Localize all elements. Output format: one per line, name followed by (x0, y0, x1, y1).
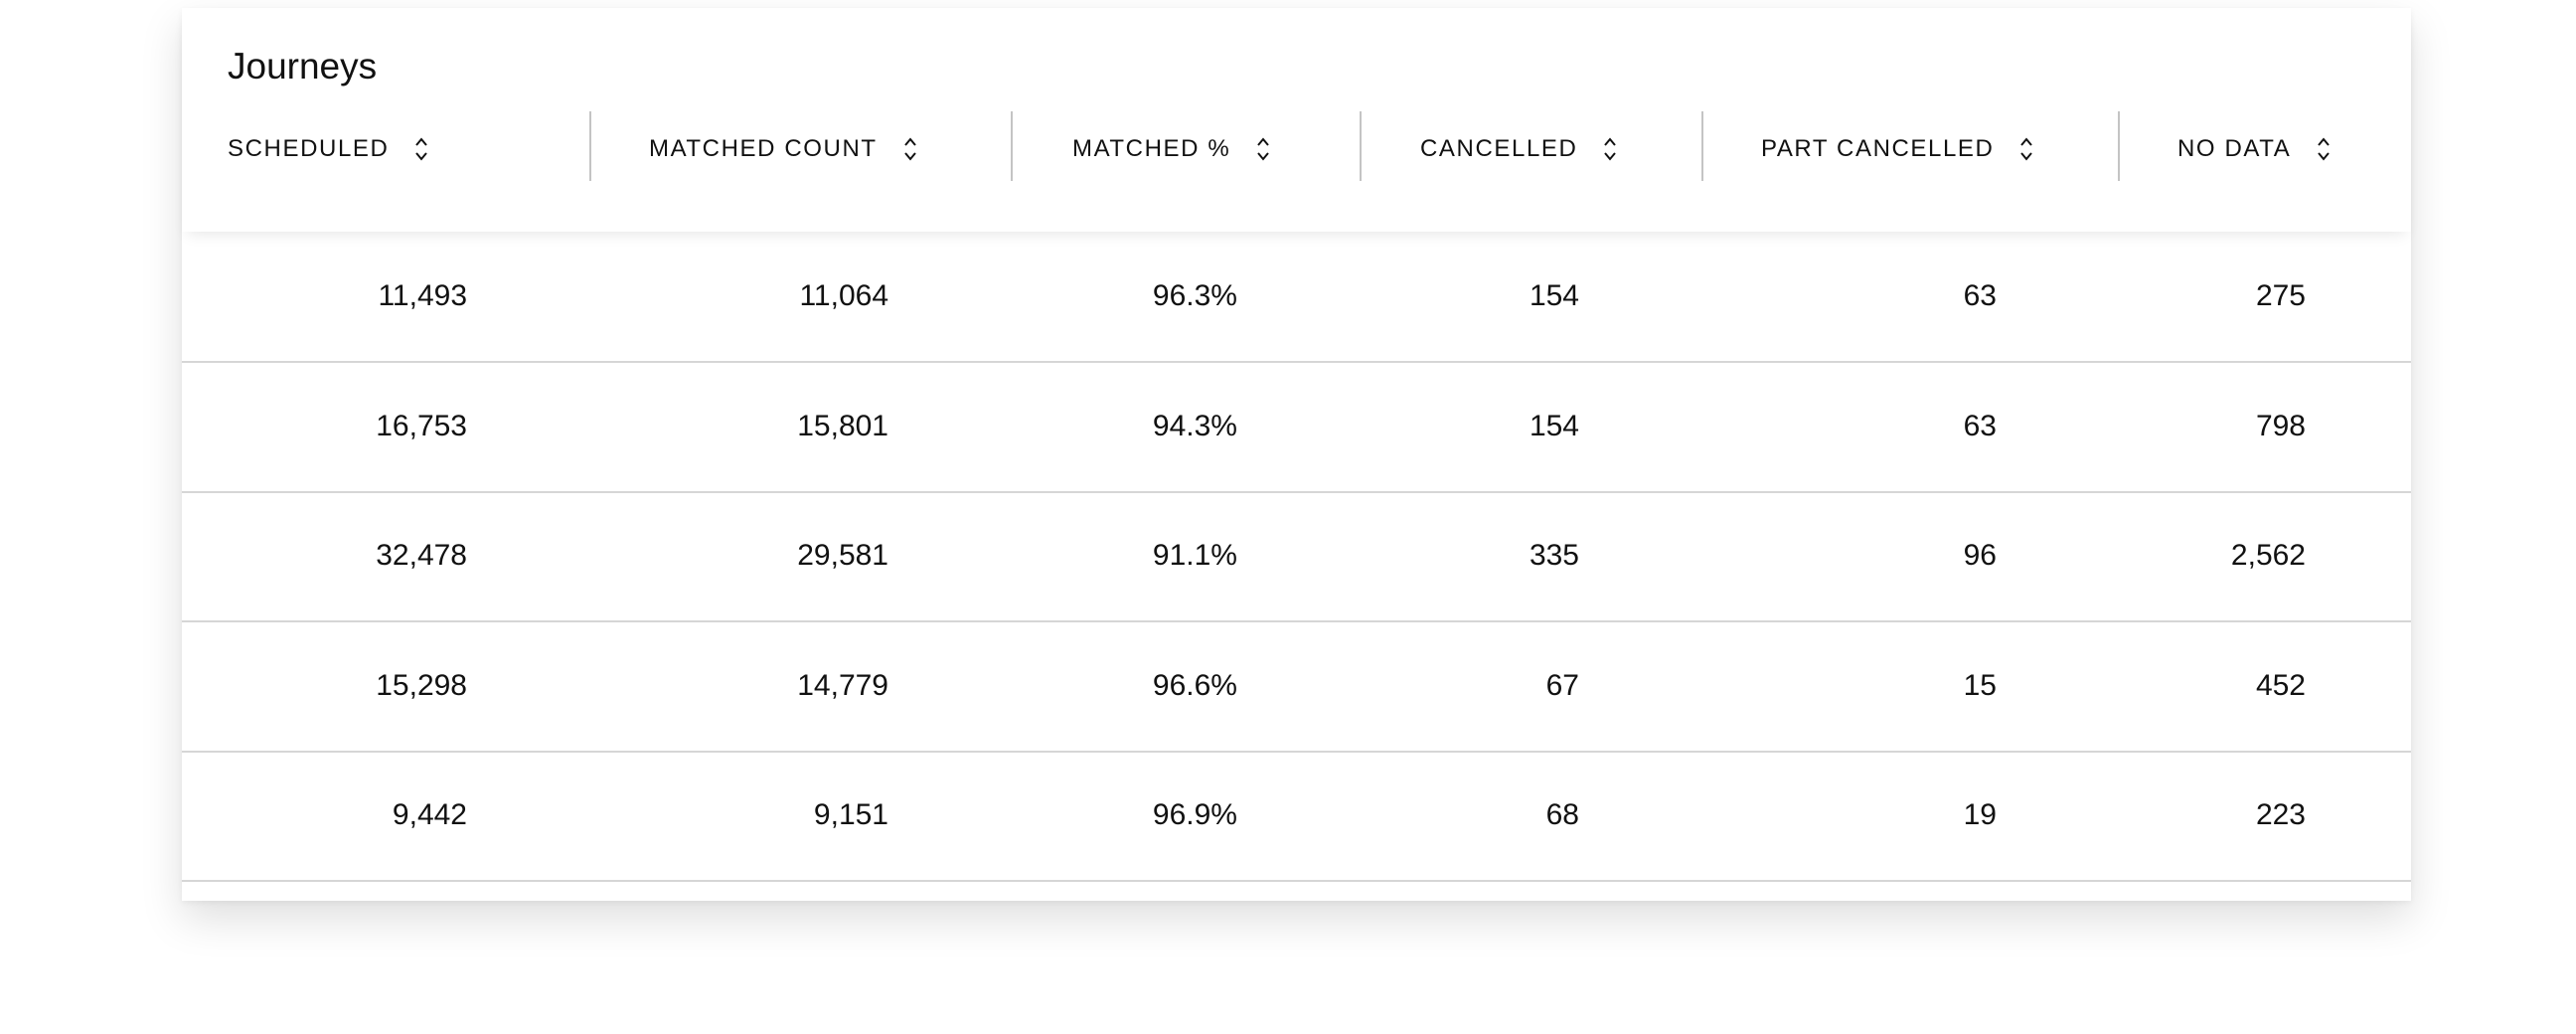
cell-cancelled: 67 (1545, 668, 1579, 702)
sort-icon[interactable] (2317, 135, 2331, 163)
cell-matched-percent: 96.9% (1152, 798, 1237, 831)
column-header-matched-count[interactable]: MATCHED COUNT (649, 131, 917, 167)
cell-part-cancelled: 19 (1963, 798, 1997, 831)
cell-scheduled: 16,753 (376, 409, 467, 442)
sort-icon[interactable] (1256, 135, 1270, 163)
column-divider[interactable] (589, 111, 591, 181)
column-divider[interactable] (1701, 111, 1703, 181)
cell-part-cancelled: 15 (1963, 668, 1997, 702)
column-header-label: MATCHED COUNT (649, 135, 878, 162)
table-header: Journeys SCHEDULED MATCHED COUNT MATCHED %… (182, 8, 2411, 232)
cell-no-data: 275 (2255, 279, 2306, 312)
column-header-label: MATCHED % (1072, 135, 1231, 162)
sort-icon[interactable] (903, 135, 917, 163)
column-divider[interactable] (1360, 111, 1362, 181)
cell-no-data: 798 (2255, 409, 2306, 442)
cell-part-cancelled: 96 (1963, 539, 1997, 572)
cell-matched-count: 9,151 (813, 798, 888, 831)
sort-icon[interactable] (1603, 135, 1617, 163)
table-row[interactable]: 16,753 15,801 94.3% 154 63 798 (182, 362, 2411, 493)
cell-scheduled: 32,478 (376, 539, 467, 572)
column-header-label: CANCELLED (1420, 135, 1578, 162)
column-divider[interactable] (2118, 111, 2120, 181)
journeys-table-card: Journeys SCHEDULED MATCHED COUNT MATCHED %… (182, 8, 2411, 901)
table-row[interactable]: 15,298 14,779 96.6% 67 15 452 (182, 621, 2411, 753)
cell-cancelled: 68 (1545, 798, 1579, 831)
cell-no-data: 452 (2255, 668, 2306, 702)
table-title: Journeys (228, 46, 378, 86)
column-header-matched-percent[interactable]: MATCHED % (1072, 131, 1270, 167)
column-header-cancelled[interactable]: CANCELLED (1420, 131, 1617, 167)
table-row[interactable]: 11,493 11,064 96.3% 154 63 275 (182, 232, 2411, 363)
column-divider[interactable] (1011, 111, 1013, 181)
cell-scheduled: 15,298 (376, 668, 467, 702)
cell-cancelled: 154 (1529, 409, 1579, 442)
table-row[interactable]: 9,442 9,151 96.9% 68 19 223 (182, 751, 2411, 882)
cell-cancelled: 335 (1529, 539, 1579, 572)
cell-matched-count: 29,581 (797, 539, 888, 572)
column-header-label: SCHEDULED (228, 135, 390, 162)
cell-no-data: 223 (2255, 798, 2306, 831)
cell-matched-count: 15,801 (797, 409, 888, 442)
table-row[interactable]: 32,478 29,581 91.1% 335 96 2,562 (182, 491, 2411, 622)
cell-scheduled: 9,442 (392, 798, 467, 831)
cell-matched-count: 11,064 (799, 279, 888, 312)
cell-part-cancelled: 63 (1963, 279, 1997, 312)
cell-scheduled: 11,493 (378, 279, 467, 312)
cell-matched-percent: 91.1% (1152, 539, 1237, 572)
cell-matched-count: 14,779 (797, 668, 888, 702)
sort-icon[interactable] (414, 135, 428, 163)
column-header-scheduled[interactable]: SCHEDULED (228, 131, 428, 167)
column-header-label: NO DATA (2177, 135, 2292, 162)
cell-cancelled: 154 (1529, 279, 1579, 312)
cell-part-cancelled: 63 (1963, 409, 1997, 442)
cell-no-data: 2,562 (2230, 539, 2306, 572)
cell-matched-percent: 96.3% (1152, 279, 1237, 312)
column-header-label: PART CANCELLED (1761, 135, 1995, 162)
column-header-part-cancelled[interactable]: PART CANCELLED (1761, 131, 2033, 167)
column-header-no-data[interactable]: NO DATA (2177, 131, 2331, 167)
sort-icon[interactable] (2019, 135, 2033, 163)
cell-matched-percent: 94.3% (1152, 409, 1237, 442)
cell-matched-percent: 96.6% (1152, 668, 1237, 702)
